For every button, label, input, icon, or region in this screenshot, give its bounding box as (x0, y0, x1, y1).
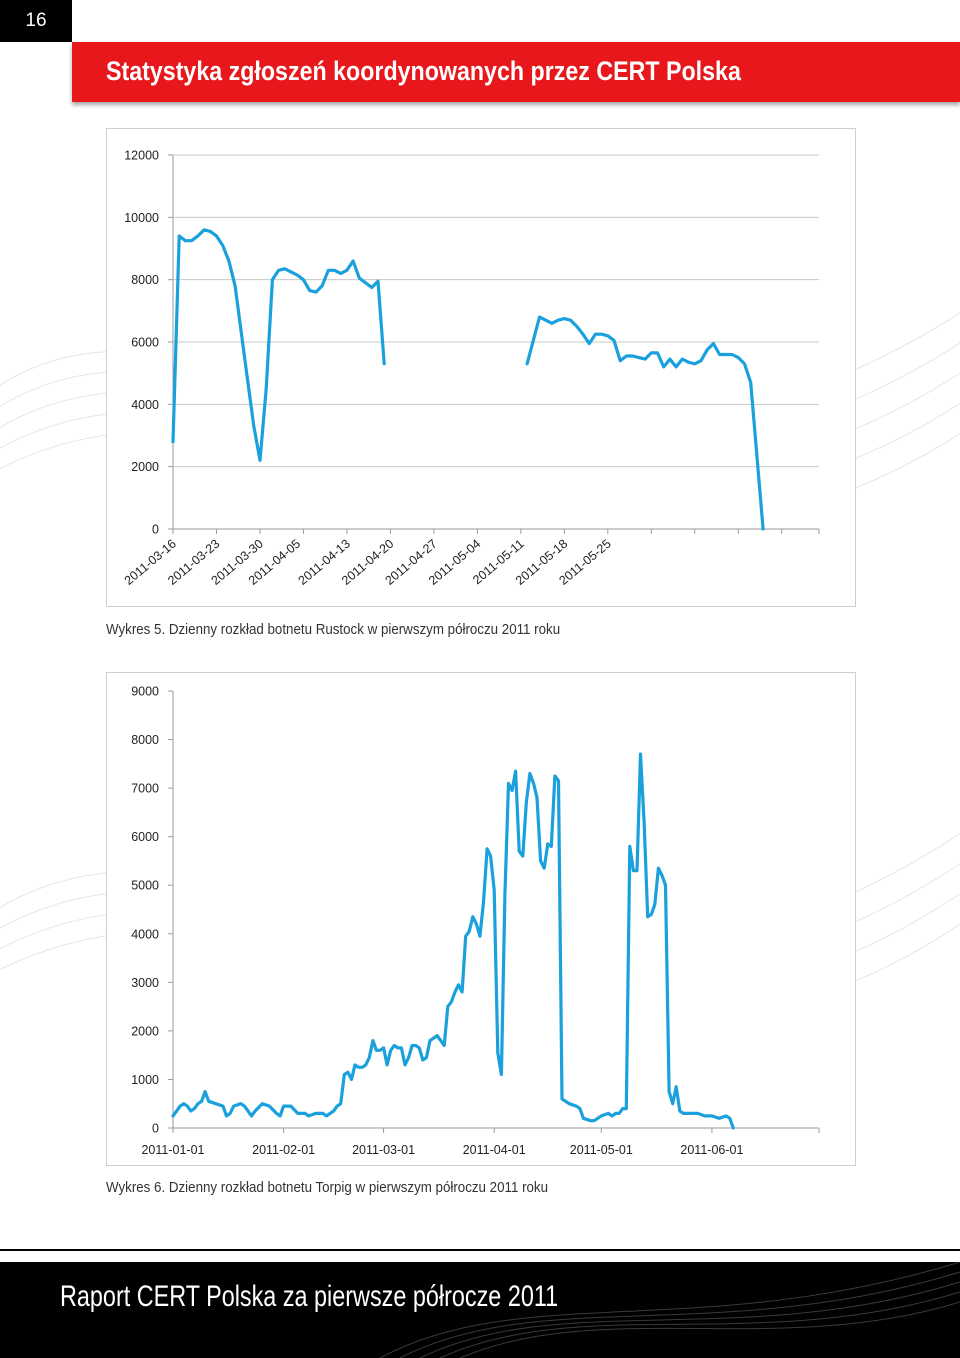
series-line (525, 315, 765, 531)
page-number: 16 (0, 0, 72, 42)
y-tick-label: 2000 (131, 460, 159, 474)
rustock-chart: 0200040006000800010000120002011-03-16201… (122, 149, 820, 588)
y-tick-label: 3000 (131, 976, 159, 990)
y-tick-label: 0 (152, 1122, 159, 1136)
y-tick-label: 1000 (131, 1073, 159, 1087)
page-title: Statystyka zgłoszeń koordynowanych przez… (106, 56, 741, 86)
rustock-chart-frame: 0 2000 4000 6000 8000 10000 12000 2011-03-16 201… (106, 128, 856, 607)
y-tick-label: 6000 (131, 336, 159, 350)
y-tick-label: 10000 (124, 211, 159, 225)
y-tick-label: 7000 (131, 782, 159, 796)
x-tick-label: 2011-03-01 (352, 1143, 415, 1157)
y-tick-label: 6000 (131, 830, 159, 844)
series-line (171, 752, 735, 1130)
y-tick-label: 2000 (131, 1024, 159, 1038)
torpig-chart-caption: Wykres 6. Dzienny rozkład botnetu Torpig… (106, 1180, 549, 1196)
y-tick-label: 12000 (124, 149, 159, 163)
footer-divider (0, 1249, 960, 1251)
y-tick-label: 0 (152, 523, 159, 537)
footer-wave-decoration (379, 1262, 960, 1358)
series-line (171, 228, 386, 462)
x-tick-label: 2011-02-01 (252, 1143, 315, 1157)
x-tick-label: 2011-05-01 (570, 1143, 633, 1157)
x-tick-label: 2011-06-01 (680, 1143, 743, 1157)
x-tick-label: 2011-01-01 (141, 1143, 204, 1157)
header-bar (72, 42, 960, 102)
x-tick-label: 2011-04-01 (463, 1143, 526, 1157)
torpig-chart: 0 1000 2000 3000 4000 5000 6000 7000 8000 9000 201… (131, 685, 820, 1157)
rustock-chart-caption: Wykres 5. Dzienny rozkład botnetu Rustoc… (106, 622, 561, 638)
y-tick-label: 8000 (131, 273, 159, 287)
footer-title: Raport CERT Polska za pierwsze półrocze … (60, 1280, 559, 1313)
torpig-chart-frame: 0 1000 2000 3000 4000 5000 6000 7000 8000 9000 201… (106, 672, 856, 1166)
footer-bar (0, 1262, 960, 1358)
y-tick-label: 4000 (131, 927, 159, 941)
y-tick-label: 4000 (131, 398, 159, 412)
y-tick-label: 9000 (131, 685, 159, 699)
y-tick-label: 5000 (131, 879, 159, 893)
y-tick-label: 8000 (131, 733, 159, 747)
